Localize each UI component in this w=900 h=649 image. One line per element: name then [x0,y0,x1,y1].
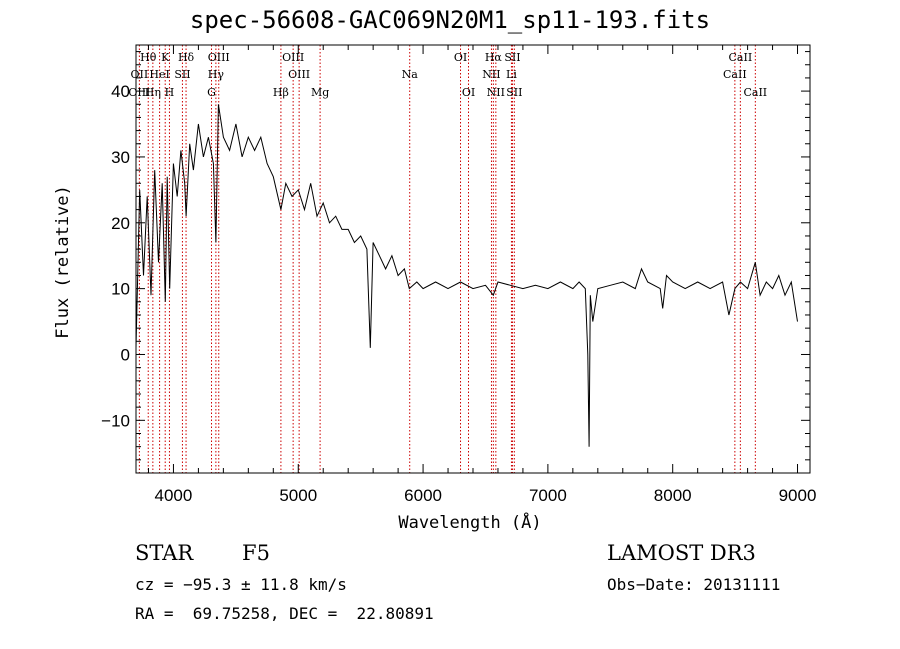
plot-frame [135,44,811,474]
spectral-line-label: Hα [485,51,503,64]
spectral-line-label: H [165,86,175,99]
spectral-line-label: Na [402,68,419,81]
y-axis-label: Flux (relative) [53,185,73,339]
x-tick-label: 7000 [529,486,567,505]
object-class: STAR [135,541,194,565]
y-tick-label: 20 [111,214,130,233]
y-tick-label: −10 [101,411,130,430]
spectral-line-label: OIII [288,68,310,81]
observation-date: Obs−Date: 20131111 [607,575,781,594]
spectral-line-label: K [161,51,170,64]
chart-title: spec-56608-GAC069N20M1_sp11-193.fits [189,6,711,34]
coordinates: RA = 69.75258, DEC = 22.80891 [135,604,434,623]
spectral-line-label: CaII [729,51,753,64]
spectral-line-label: OI [454,51,467,64]
y-tick-label: 10 [111,280,130,299]
x-axis-label: Wavelength (Å) [398,511,541,533]
spectral-line-label: OIII [128,86,150,99]
redshift-velocity: cz = −95.3 ± 11.8 km/s [135,575,347,594]
x-axis-ticks: 4000 5000 6000 7000 8000 9000 [147,45,817,505]
spectral-line-label: NII [487,86,505,99]
spectral-line-label: CaII [723,68,747,81]
survey-name: LAMOST DR3 [607,541,756,565]
spectral-line-label: Mg [311,86,329,99]
spectral-line-markers [138,45,756,473]
spectral-line-label: Hη [145,86,161,99]
spectral-line-label: OI [462,86,475,99]
x-tick-label: 6000 [404,486,442,505]
y-tick-label: 30 [111,148,130,167]
spectral-line-label: SII [504,51,520,64]
spectral-line-label: SII [174,68,190,81]
spectral-line-label: OIII [282,51,304,64]
spectral-line-label: OIII [208,51,230,64]
x-tick-label: 5000 [279,486,317,505]
spectral-line-label: Hγ [208,68,225,81]
y-tick-label: 0 [121,345,130,364]
spectrum-line-series [135,104,798,447]
spectral-line-label: Hθ [140,51,157,64]
object-subclass: F5 [242,541,270,565]
spectral-line-label: OII [131,68,149,81]
x-tick-label: 9000 [779,486,817,505]
spectral-line-label: Li [506,68,517,81]
x-tick-label: 8000 [654,486,692,505]
spectral-line-label: CaII [743,86,767,99]
x-tick-label: 4000 [155,486,193,505]
spectral-line-label: NII [482,68,500,81]
y-axis-ticks: −10 0 10 20 30 40 [101,51,810,461]
y-tick-label: 40 [111,82,130,101]
spectral-line-label: SII [506,86,522,99]
spectral-line-label: Hδ [178,51,195,64]
spectral-line-label: G [207,86,216,99]
spectral-line-label: Hβ [273,86,289,99]
spectral-line-label: HeI [149,68,169,81]
